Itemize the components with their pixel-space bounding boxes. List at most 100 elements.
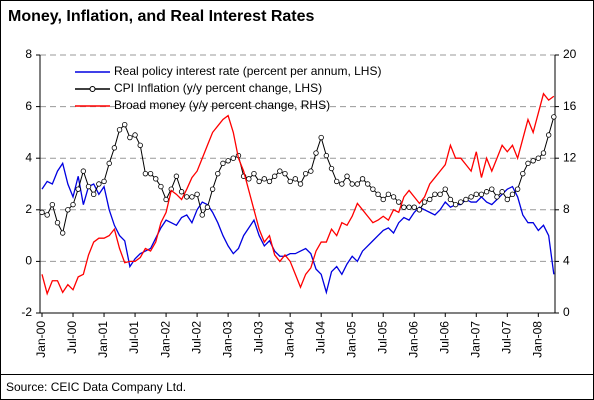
series-marker [359,176,366,182]
series-marker [520,170,526,177]
series-marker [499,189,505,195]
series-marker [220,160,226,167]
series-marker [277,168,283,174]
series-marker [365,181,371,187]
series-marker [209,186,216,192]
x-tick-label: Jan-03 [220,321,234,358]
series-marker [215,170,221,177]
legend-marker [89,86,96,92]
chart-title: Money, Inflation, and Real Interest Rate… [8,8,315,25]
series-marker [514,186,521,192]
x-tick-label: Jul-07 [499,321,513,354]
series-marker [545,132,552,138]
series-marker [80,168,87,174]
series-marker [199,212,205,218]
y-tick-label: -2 [21,305,32,319]
series-marker [292,176,299,182]
series-marker [59,230,66,236]
x-tick-label: Jul-03 [251,321,265,354]
series-marker [142,170,149,177]
series-line [41,92,555,296]
series-marker [463,196,469,203]
series-marker [390,194,397,200]
series-marker [153,176,159,182]
series-marker [106,160,112,167]
x-tick-label: Jul-01 [127,321,141,354]
series-marker [65,207,71,213]
series-marker [313,150,319,156]
series-marker [333,178,340,185]
series-marker [75,186,81,192]
series-marker [49,201,56,208]
series-marker [432,191,438,198]
series-marker [70,201,76,208]
y2-tick-label: 12 [563,150,577,164]
y-tick-label: 2 [25,202,32,216]
series-line [41,116,555,235]
x-tick-label: Jul-06 [437,321,451,354]
series-marker [54,219,61,226]
series-marker [287,178,293,185]
legend-label: Broad money (y/y percent change, RHS) [114,98,330,112]
series-marker [137,142,143,148]
series-marker [489,186,495,192]
y2-tick-label: 16 [563,99,577,113]
series-marker [421,199,428,205]
series-marker [494,194,500,200]
series-marker [354,181,361,187]
series-marker [323,152,330,159]
y2-tick-label: 4 [563,254,570,268]
series-marker [411,204,417,210]
series-marker [308,168,314,174]
series-marker [122,121,128,128]
series-marker [468,194,474,200]
series-marker [297,181,304,187]
y2-tick-label: 8 [563,202,570,216]
series-marker [158,183,164,190]
y-tick-label: 4 [25,150,32,164]
series-marker [483,189,490,195]
series-marker [302,170,309,177]
x-tick-label: Jan-07 [468,321,482,358]
series-marker [380,196,386,203]
series-line [41,161,555,295]
series-marker [282,170,288,177]
series-marker [370,186,376,192]
series-marker [458,199,464,205]
series-marker [230,155,236,161]
series-marker [173,173,180,179]
series-marker [318,134,324,141]
series-marker [266,178,273,185]
series-marker [551,114,557,120]
series-marker [525,160,531,167]
x-tick-label: Jan-05 [344,321,358,358]
series-marker [39,209,45,216]
series-marker [509,191,516,198]
series-marker [504,196,510,203]
legend-label: Real policy interest rate (percent per a… [114,64,381,78]
series-marker [132,132,138,138]
series-marker [349,181,355,187]
series-marker [194,191,200,198]
series-marker [339,181,345,187]
series-marker [44,212,50,218]
series-marker [116,127,123,133]
y2-tick-label: 20 [563,47,577,61]
series-marker [184,194,190,200]
series-marker [204,204,211,210]
y-tick-label: 0 [25,254,32,268]
y2-tick-label: 0 [563,305,570,319]
series-marker [225,158,231,164]
series-marker [437,191,443,198]
series-marker [344,173,350,179]
x-tick-label: Jul-04 [313,321,327,354]
x-tick-label: Jul-02 [189,321,203,354]
series-marker [246,176,252,182]
x-tick-label: Jan-02 [158,321,172,358]
x-tick-label: Jul-00 [65,321,79,354]
series-marker [90,191,97,198]
series-marker [127,134,133,141]
series-marker [111,145,118,151]
series-marker [189,194,195,200]
